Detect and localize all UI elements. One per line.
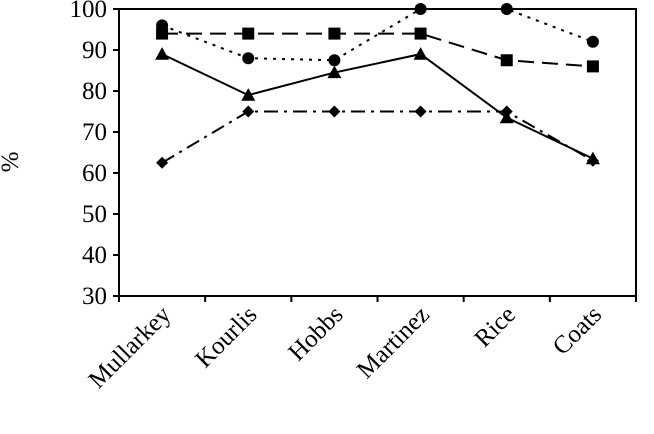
data-point-circle (328, 54, 341, 67)
data-point-diamond (328, 105, 341, 118)
x-tick-label: Kourlis (190, 301, 262, 373)
data-point-diamond (414, 105, 427, 118)
x-tick-label: Martinez (352, 301, 435, 384)
data-point-square (156, 27, 169, 40)
y-tick-labels: 30 40 50 60 70 80 90 100 (70, 0, 108, 310)
y-tick-label: 40 (82, 242, 107, 269)
y-tick-label: 50 (82, 201, 107, 228)
y-tick-label: 80 (82, 78, 107, 105)
series-square (156, 27, 599, 73)
data-point-square (500, 54, 513, 67)
data-point-square (414, 27, 427, 40)
x-tick-label: Hobbs (283, 301, 348, 366)
series-circle (156, 3, 599, 67)
y-tick-label: 100 (70, 0, 108, 23)
data-point-triangle (241, 88, 256, 101)
y-tick-label: 90 (82, 37, 107, 64)
x-tick-label: Coats (548, 301, 607, 360)
data-point-circle (500, 3, 513, 15)
series-line (161, 110, 594, 164)
data-point-triangle (585, 151, 600, 165)
x-tick-label: Mullarkey (84, 301, 177, 394)
data-point-triangle (413, 47, 428, 60)
series-line (162, 32, 593, 68)
series-group (155, 3, 600, 169)
y-axis-title: % (0, 152, 24, 173)
data-point-circle (242, 52, 255, 65)
data-point-diamond (156, 156, 169, 169)
series-line (161, 53, 594, 160)
data-point-circle (156, 19, 169, 32)
y-tick-label: 60 (82, 160, 107, 187)
plot-border (118, 8, 637, 297)
series-line (161, 8, 594, 62)
y-tick-label: 70 (82, 119, 107, 146)
data-point-square (586, 60, 599, 73)
data-point-circle (586, 35, 599, 48)
data-point-triangle (327, 65, 342, 79)
x-tick-label: Rice (469, 301, 520, 352)
axis-ticks (113, 8, 637, 302)
data-point-square (242, 27, 255, 40)
data-point-circle (414, 3, 427, 15)
data-point-square (328, 27, 341, 40)
data-point-triangle (499, 110, 514, 124)
x-tick-labels: Mullarkey Kourlis Hobbs Martinez Rice Coats (84, 301, 608, 394)
series-triangle (155, 47, 600, 165)
data-point-triangle (155, 47, 170, 60)
y-tick-label: 30 (82, 283, 107, 310)
series-diamond (156, 105, 599, 169)
plot-area (118, 8, 637, 297)
data-point-diamond (242, 105, 255, 118)
